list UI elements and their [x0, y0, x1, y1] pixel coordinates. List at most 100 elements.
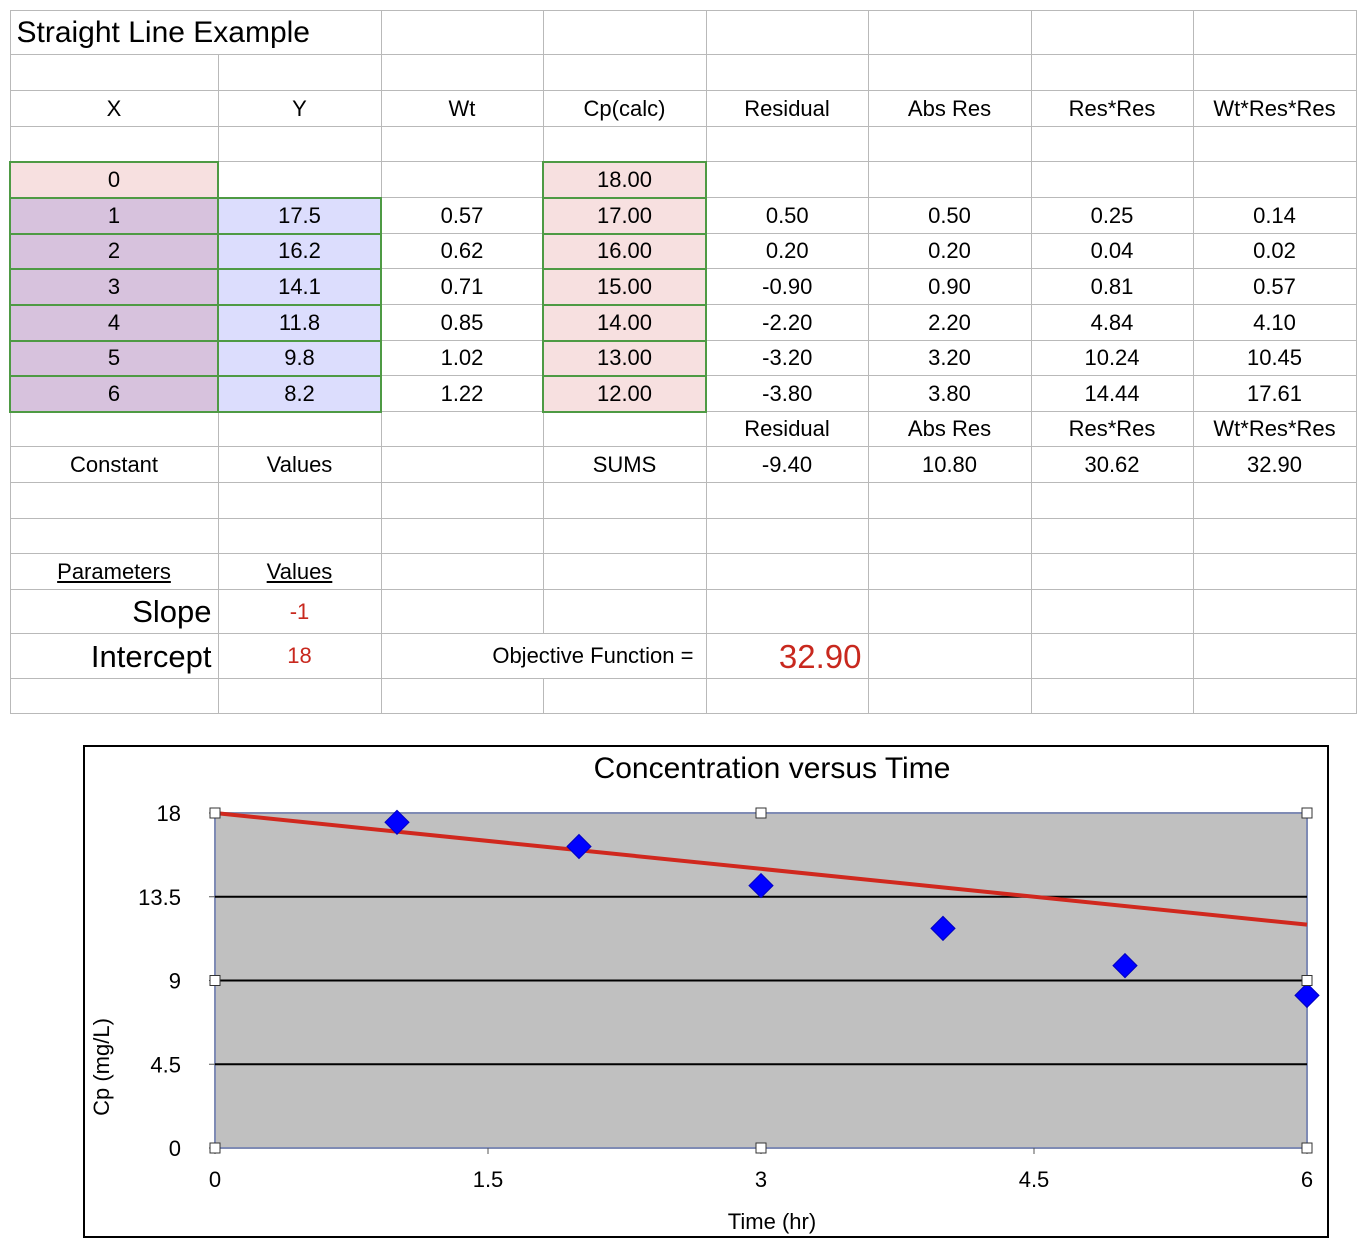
- wt-cell[interactable]: 0.85: [380, 304, 544, 341]
- cp-calc-cell[interactable]: 13.00: [542, 339, 707, 377]
- abs-res-cell[interactable]: 0.20: [867, 233, 1032, 269]
- cell[interactable]: [1030, 482, 1194, 519]
- sum-residual[interactable]: -9.40: [705, 446, 869, 483]
- wt-cell[interactable]: 1.22: [380, 375, 544, 412]
- cell[interactable]: [1192, 678, 1357, 714]
- x-cell[interactable]: 1: [9, 196, 219, 235]
- slope-value[interactable]: -1: [217, 589, 382, 634]
- cell[interactable]: [867, 126, 1032, 162]
- cell[interactable]: [9, 126, 219, 162]
- y-cell[interactable]: 14.1: [217, 267, 382, 306]
- cp-zero-cell[interactable]: 18.00: [542, 160, 707, 199]
- objective-function-value[interactable]: 32.90: [705, 633, 869, 679]
- residual-cell[interactable]: -0.90: [705, 268, 869, 305]
- cell[interactable]: [705, 161, 869, 198]
- header-x[interactable]: X: [9, 90, 219, 127]
- cell[interactable]: [542, 10, 707, 55]
- values-label[interactable]: Values: [217, 446, 382, 483]
- cell[interactable]: [867, 54, 1032, 91]
- cell[interactable]: [1030, 54, 1194, 91]
- abs-res-cell[interactable]: 3.80: [867, 375, 1032, 412]
- cell[interactable]: [9, 518, 219, 554]
- parameters-header[interactable]: Parameters: [9, 553, 219, 590]
- wt-cell[interactable]: 0.71: [380, 268, 544, 305]
- cell[interactable]: [1192, 589, 1357, 634]
- wt-cell[interactable]: 0.62: [380, 233, 544, 269]
- cell[interactable]: [9, 54, 219, 91]
- cell[interactable]: [867, 553, 1032, 590]
- sum-res-res[interactable]: 30.62: [1030, 446, 1194, 483]
- header-residual[interactable]: Residual: [705, 90, 869, 127]
- cell[interactable]: [217, 161, 382, 198]
- cell[interactable]: [9, 678, 219, 714]
- cell[interactable]: [380, 678, 544, 714]
- slope-label[interactable]: Slope: [9, 589, 219, 634]
- intercept-label[interactable]: Intercept: [9, 633, 219, 679]
- sum-abs-res[interactable]: 10.80: [867, 446, 1032, 483]
- cell[interactable]: [380, 553, 544, 590]
- cell[interactable]: [705, 54, 869, 91]
- cell[interactable]: [380, 54, 544, 91]
- cell[interactable]: [1030, 553, 1194, 590]
- cell[interactable]: [1192, 482, 1357, 519]
- cell[interactable]: [705, 589, 869, 634]
- x-cell[interactable]: 3: [9, 267, 219, 306]
- cell[interactable]: [217, 411, 382, 447]
- cell[interactable]: [1030, 10, 1194, 55]
- cell[interactable]: [9, 411, 219, 447]
- sum-header-residual[interactable]: Residual: [705, 411, 869, 447]
- x-cell[interactable]: 5: [9, 339, 219, 377]
- x-zero-cell[interactable]: 0: [9, 160, 219, 199]
- res-res-cell[interactable]: 0.81: [1030, 268, 1194, 305]
- residual-cell[interactable]: 0.50: [705, 197, 869, 234]
- residual-cell[interactable]: -3.20: [705, 340, 869, 376]
- res-res-cell[interactable]: 10.24: [1030, 340, 1194, 376]
- cp-calc-cell[interactable]: 15.00: [542, 267, 707, 306]
- cell[interactable]: [1192, 54, 1357, 91]
- cell[interactable]: [1192, 161, 1357, 198]
- cell[interactable]: [1030, 589, 1194, 634]
- cell[interactable]: [542, 678, 707, 714]
- param-values-header[interactable]: Values: [217, 553, 382, 590]
- cell[interactable]: [542, 518, 707, 554]
- cell[interactable]: [1192, 126, 1357, 162]
- cell[interactable]: [1030, 633, 1194, 679]
- cell[interactable]: [380, 518, 544, 554]
- wt-res-res-cell[interactable]: 0.14: [1192, 197, 1357, 234]
- cp-calc-cell[interactable]: 16.00: [542, 232, 707, 270]
- cell[interactable]: [1192, 553, 1357, 590]
- sum-header-res-res[interactable]: Res*Res: [1030, 411, 1194, 447]
- cell[interactable]: [1192, 518, 1357, 554]
- cell[interactable]: [1030, 518, 1194, 554]
- cell[interactable]: [380, 446, 544, 483]
- y-cell[interactable]: 17.5: [217, 196, 382, 235]
- wt-res-res-cell[interactable]: 10.45: [1192, 340, 1357, 376]
- cell[interactable]: [1030, 161, 1194, 198]
- cell[interactable]: [542, 126, 707, 162]
- cp-calc-cell[interactable]: 17.00: [542, 196, 707, 235]
- header-y[interactable]: Y: [217, 90, 382, 127]
- cell[interactable]: [542, 54, 707, 91]
- wt-res-res-cell[interactable]: 4.10: [1192, 304, 1357, 341]
- residual-cell[interactable]: 0.20: [705, 233, 869, 269]
- cell[interactable]: [867, 482, 1032, 519]
- header-abs-res[interactable]: Abs Res: [867, 90, 1032, 127]
- wt-cell[interactable]: 1.02: [380, 340, 544, 376]
- cell[interactable]: [705, 553, 869, 590]
- cell[interactable]: [1192, 633, 1357, 679]
- cell[interactable]: [380, 126, 544, 162]
- cell[interactable]: [217, 678, 382, 714]
- y-cell[interactable]: 8.2: [217, 374, 382, 413]
- abs-res-cell[interactable]: 0.90: [867, 268, 1032, 305]
- cell[interactable]: [705, 126, 869, 162]
- res-res-cell[interactable]: 0.25: [1030, 197, 1194, 234]
- intercept-value[interactable]: 18: [217, 633, 382, 679]
- objective-function-label[interactable]: Objective Function =: [380, 633, 707, 679]
- y-cell[interactable]: 9.8: [217, 339, 382, 377]
- header-wt-res-res[interactable]: Wt*Res*Res: [1192, 90, 1357, 127]
- x-cell[interactable]: 4: [9, 303, 219, 342]
- cell[interactable]: [867, 678, 1032, 714]
- constant-label[interactable]: Constant: [9, 446, 219, 483]
- wt-res-res-cell[interactable]: 17.61: [1192, 375, 1357, 412]
- cell[interactable]: [867, 633, 1032, 679]
